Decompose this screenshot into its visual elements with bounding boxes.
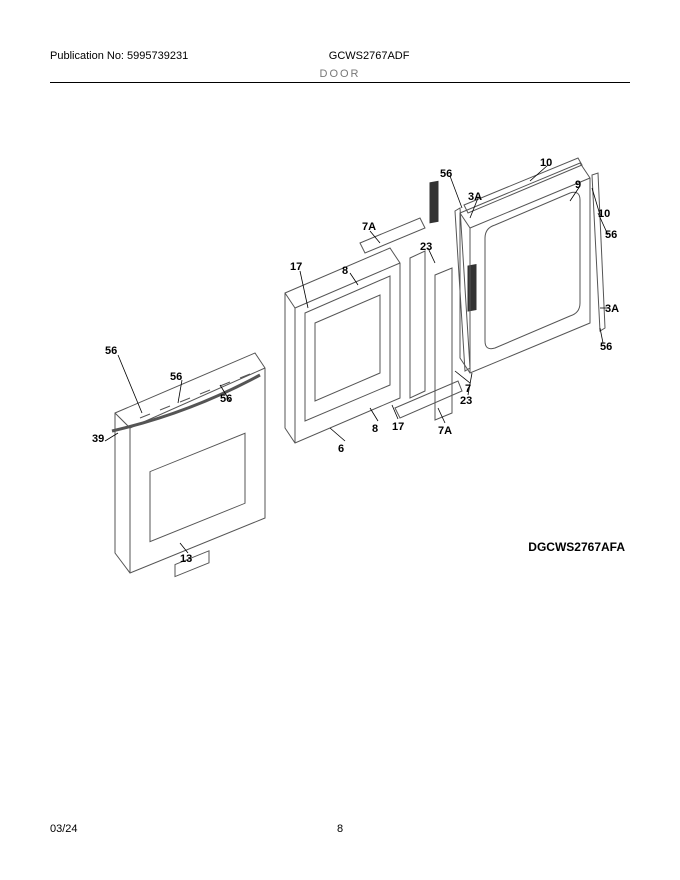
callout-8: 8 <box>372 423 378 435</box>
callout-7A: 7A <box>438 425 452 437</box>
callout-56: 56 <box>170 371 182 383</box>
footer-date: 03/24 <box>50 823 78 835</box>
callout-7A: 7A <box>362 221 376 233</box>
section-title: DOOR <box>50 68 630 80</box>
callout-56: 56 <box>605 229 617 241</box>
callout-23: 23 <box>460 395 472 407</box>
callout-9: 9 <box>575 179 581 191</box>
footer-page: 8 <box>337 823 343 835</box>
leader-lines <box>105 165 608 553</box>
callout-56: 56 <box>600 341 612 353</box>
part-middle-frame <box>285 248 400 443</box>
callout-7: 7 <box>465 383 471 395</box>
exploded-diagram: 5656563913177A868177A72323563A10910563A5… <box>60 113 620 673</box>
callout-39: 39 <box>92 433 104 445</box>
drawing-code: DGCWS2767AFA <box>528 540 625 554</box>
header-row: Publication No: 5995739231 GCWS2767ADF <box>50 50 630 62</box>
part-front-panel <box>112 353 265 577</box>
callout-3A: 3A <box>468 191 482 203</box>
callout-13: 13 <box>180 553 192 565</box>
callout-6: 6 <box>338 443 344 455</box>
callout-3A: 3A <box>605 303 619 315</box>
callout-10: 10 <box>598 208 610 220</box>
callout-23: 23 <box>420 241 432 253</box>
callout-8: 8 <box>342 265 348 277</box>
callout-56: 56 <box>105 345 117 357</box>
callout-10: 10 <box>540 157 552 169</box>
diagram-svg <box>60 113 620 673</box>
publication-number: Publication No: 5995739231 <box>50 50 188 62</box>
callout-56: 56 <box>220 393 232 405</box>
page-root: Publication No: 5995739231 GCWS2767ADF D… <box>0 0 680 880</box>
callout-17: 17 <box>392 421 404 433</box>
part-spacers <box>360 218 462 420</box>
callout-17: 17 <box>290 261 302 273</box>
part-side-trims <box>455 158 605 371</box>
callout-56: 56 <box>440 168 452 180</box>
footer: 03/24 8 <box>50 823 630 835</box>
model-number: GCWS2767ADF <box>329 50 410 62</box>
header-rule <box>50 82 630 83</box>
